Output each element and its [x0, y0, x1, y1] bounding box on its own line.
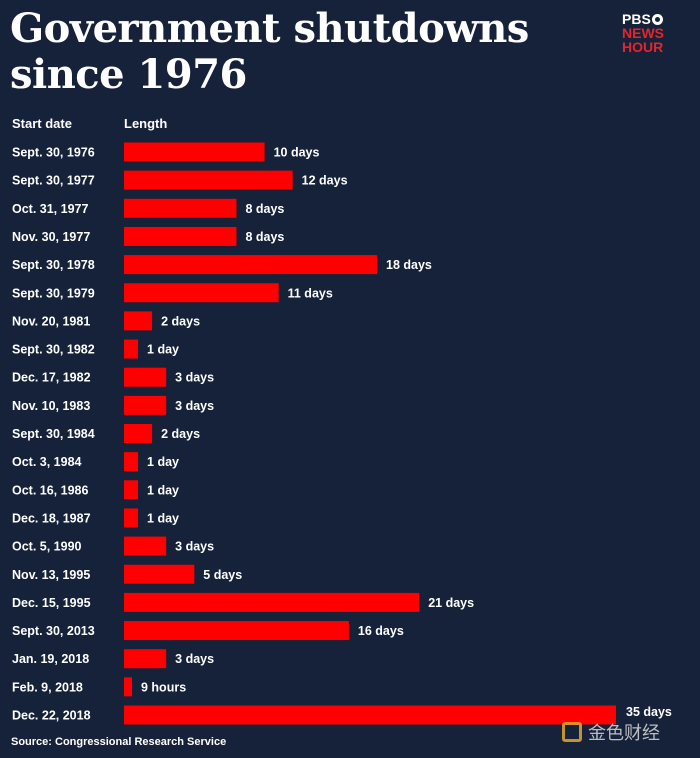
category-label: Oct. 3, 1984 [12, 455, 82, 469]
bar [124, 508, 139, 528]
category-label: Oct. 5, 1990 [12, 540, 82, 554]
category-label: Dec. 22, 2018 [12, 709, 91, 723]
category-label: Nov. 20, 1981 [12, 314, 90, 328]
value-label: 18 days [386, 258, 432, 272]
category-label: Sept. 30, 1978 [12, 258, 95, 272]
category-label: Oct. 16, 1986 [12, 483, 88, 497]
watermark-logo-icon [562, 722, 582, 742]
value-label: 1 day [147, 455, 179, 469]
value-label: 16 days [358, 624, 404, 638]
value-label: 8 days [245, 230, 284, 244]
bar [124, 311, 153, 331]
bar [124, 198, 237, 218]
bar [124, 536, 167, 556]
bar [124, 480, 139, 500]
chart-title: Government shutdowns since 1976 [10, 6, 529, 98]
value-label: 2 days [161, 427, 200, 441]
category-label: Sept. 30, 2013 [12, 624, 95, 638]
watermark: 金色财经 [562, 719, 660, 745]
category-label: Sept. 30, 1984 [12, 427, 95, 441]
bar [124, 677, 132, 697]
value-label: 1 day [147, 511, 179, 525]
value-label: 3 days [175, 399, 214, 413]
pbs-newshour-logo: PBS NEWS HOUR [622, 12, 664, 54]
value-label: 1 day [147, 343, 179, 357]
logo-pbs-text: PBS [622, 11, 651, 27]
category-label: Dec. 18, 1987 [12, 511, 91, 525]
chart-title-line1: Government shutdowns [10, 5, 529, 52]
bar [124, 339, 139, 359]
bar [124, 255, 378, 275]
watermark-text: 金色财经 [588, 723, 660, 744]
bar [124, 395, 167, 415]
value-label: 35 days [626, 705, 672, 719]
category-label: Dec. 17, 1982 [12, 371, 91, 385]
value-label: 3 days [175, 652, 214, 666]
bar [124, 621, 349, 641]
category-label: Sept. 30, 1979 [12, 286, 95, 300]
bar [124, 649, 167, 669]
category-label: Dec. 15, 1995 [12, 596, 91, 610]
value-label: 21 days [428, 596, 474, 610]
value-label: 3 days [175, 371, 214, 385]
source-note: Source: Congressional Research Service [11, 736, 227, 748]
category-label: Sept. 30, 1982 [12, 343, 95, 357]
logo-hour-text: HOUR [622, 39, 664, 55]
bar [124, 705, 616, 725]
bar [124, 226, 237, 246]
value-label: 2 days [161, 314, 200, 328]
bar [124, 564, 195, 584]
chart-title-line2: since 1976 [10, 51, 247, 98]
bar [124, 452, 139, 472]
category-label: Oct. 31, 1977 [12, 202, 88, 216]
value-label: 9 hours [141, 680, 186, 694]
category-label: Sept. 30, 1977 [12, 174, 95, 188]
category-label: Nov. 30, 1977 [12, 230, 90, 244]
length-header: Length [124, 116, 168, 131]
logo-news-text: NEWS [622, 25, 664, 41]
bar [124, 283, 279, 303]
value-label: 10 days [274, 146, 320, 160]
value-label: 3 days [175, 540, 214, 554]
bar [124, 592, 420, 612]
bar [124, 142, 265, 162]
value-label: 1 day [147, 483, 179, 497]
value-label: 11 days [288, 286, 333, 300]
category-label: Nov. 10, 1983 [12, 399, 90, 413]
category-label: Sept. 30, 1976 [12, 146, 95, 160]
value-label: 8 days [245, 202, 284, 216]
category-label: Feb. 9, 2018 [12, 680, 83, 694]
category-label: Nov. 13, 1995 [12, 568, 90, 582]
bar [124, 367, 167, 387]
bar [124, 170, 293, 190]
value-label: 12 days [302, 174, 348, 188]
value-label: 5 days [203, 568, 242, 582]
pbs-head-icon [651, 14, 663, 25]
bar [124, 424, 153, 443]
category-label: Jan. 19, 2018 [12, 652, 89, 666]
start-date-header: Start date [12, 116, 72, 131]
